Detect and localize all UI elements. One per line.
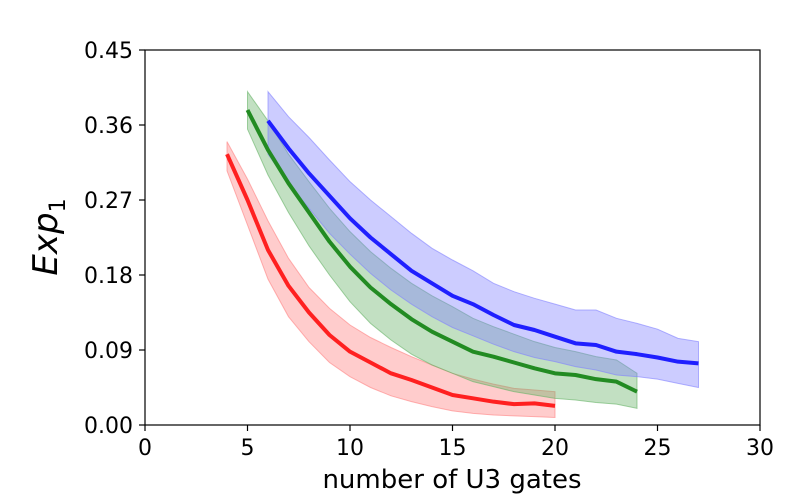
series-0-band	[226, 141, 556, 419]
y-tick-label: 0.18	[84, 264, 133, 289]
y-axis-label-main: Exp	[26, 212, 66, 275]
series-lines	[225, 109, 699, 408]
y-axis-ticks: 0.00 0.09 0.18 0.27 0.36 0.45	[84, 39, 145, 439]
y-axis-label-subscript: 1	[46, 198, 71, 212]
confidence-bands	[226, 90, 699, 419]
y-tick-label: 0.27	[84, 189, 133, 214]
x-tick-label: 0	[138, 436, 152, 461]
x-tick-label: 20	[541, 436, 569, 461]
series-0-line	[225, 153, 556, 408]
series-2-band	[267, 90, 699, 389]
y-axis-label: Exp1	[26, 198, 71, 275]
series-1-line	[245, 109, 638, 394]
series-1-band	[247, 90, 638, 409]
y-tick-label: 0.09	[84, 339, 133, 364]
x-tick-label: 10	[336, 436, 364, 461]
x-tick-label: 5	[241, 436, 255, 461]
x-tick-label: 30	[746, 436, 774, 461]
y-tick-label: 0.36	[84, 114, 133, 139]
series-2-line	[266, 119, 699, 366]
x-tick-label: 25	[644, 436, 672, 461]
x-tick-label: 15	[439, 436, 467, 461]
x-axis-label: number of U3 gates	[322, 465, 581, 495]
y-tick-label: 0.00	[84, 414, 133, 439]
x-axis-ticks: 0 5 10 15 20 25 30	[138, 425, 774, 461]
y-tick-label: 0.45	[84, 39, 133, 64]
